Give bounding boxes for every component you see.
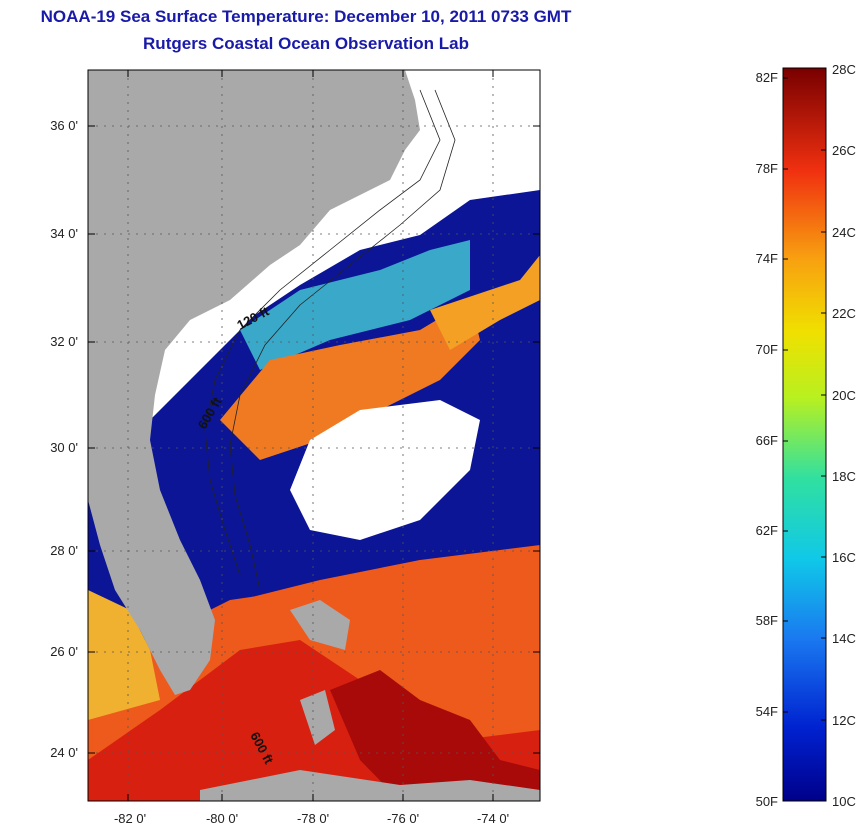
land-mass: [88, 70, 420, 695]
colorbar-c-label: 12C: [832, 713, 856, 728]
colorbar-f-label: 58F: [756, 613, 778, 628]
lat-tick-label: 24 0': [50, 745, 78, 760]
warm-eddy-east: [430, 255, 540, 350]
colorbar-c-label: 28C: [832, 62, 856, 77]
lon-tick-label: -74 0': [477, 811, 509, 826]
colorbar-c-label: 16C: [832, 550, 856, 565]
colorbar-f-label: 82F: [756, 70, 778, 85]
map-grid: [88, 70, 540, 801]
bathymetry-contour: [204, 89, 441, 576]
lat-tick-label: 26 0': [50, 644, 78, 659]
colorbar-f-label: 70F: [756, 342, 778, 357]
lat-tick-label: 36 0': [50, 118, 78, 133]
gulf-stream-patch: [220, 300, 480, 460]
colorbar-f-label: 74F: [756, 251, 778, 266]
colorbar-f-label: 78F: [756, 161, 778, 176]
lon-tick-label: -82 0': [114, 811, 146, 826]
colorbar-ticks: [783, 77, 826, 721]
map-subtitle: Rutgers Coastal Ocean Observation Lab: [143, 34, 469, 53]
colorbar-c-label: 26C: [832, 143, 856, 158]
lat-tick-label: 28 0': [50, 543, 78, 558]
colorbar-c-label: 24C: [832, 225, 856, 240]
map-title: NOAA-19 Sea Surface Temperature: Decembe…: [40, 7, 572, 26]
colorbar-c-label: 18C: [832, 469, 856, 484]
colorbar-f-label: 54F: [756, 704, 778, 719]
colorbar-c-label: 10C: [832, 794, 856, 809]
lon-tick-label: -76 0': [387, 811, 419, 826]
hottest-water: [330, 670, 540, 801]
colorbar-f-label: 62F: [756, 523, 778, 538]
lon-tick-label: -78 0': [297, 811, 329, 826]
colorbar-f-label: 66F: [756, 433, 778, 448]
colorbar-c-label: 20C: [832, 388, 856, 403]
lat-tick-label: 34 0': [50, 226, 78, 241]
colorbar-c-label: 14C: [832, 631, 856, 646]
lat-tick-label: 30 0': [50, 440, 78, 455]
lon-tick-label: -80 0': [206, 811, 238, 826]
bahamas-island: [300, 690, 335, 745]
colorbar-f-label: 50F: [756, 794, 778, 809]
colorbar-gradient: [782, 67, 827, 802]
lat-tick-label: 32 0': [50, 334, 78, 349]
gulf-of-mexico-patch: [88, 590, 160, 720]
bathymetry-contour: [229, 89, 456, 591]
bahamas-island: [290, 600, 350, 650]
colorbar-c-label: 22C: [832, 306, 856, 321]
map-frame: [87, 69, 541, 802]
axis-ticks: [88, 70, 540, 801]
cuba-coast: [200, 770, 540, 801]
sst-map: [88, 70, 540, 801]
colorbar: 82F 78F 74F 70F 66F 62F 58F 54F 50F 28C …: [756, 62, 856, 809]
cloud-region-central: [290, 400, 480, 540]
frontal-band: [240, 240, 470, 370]
